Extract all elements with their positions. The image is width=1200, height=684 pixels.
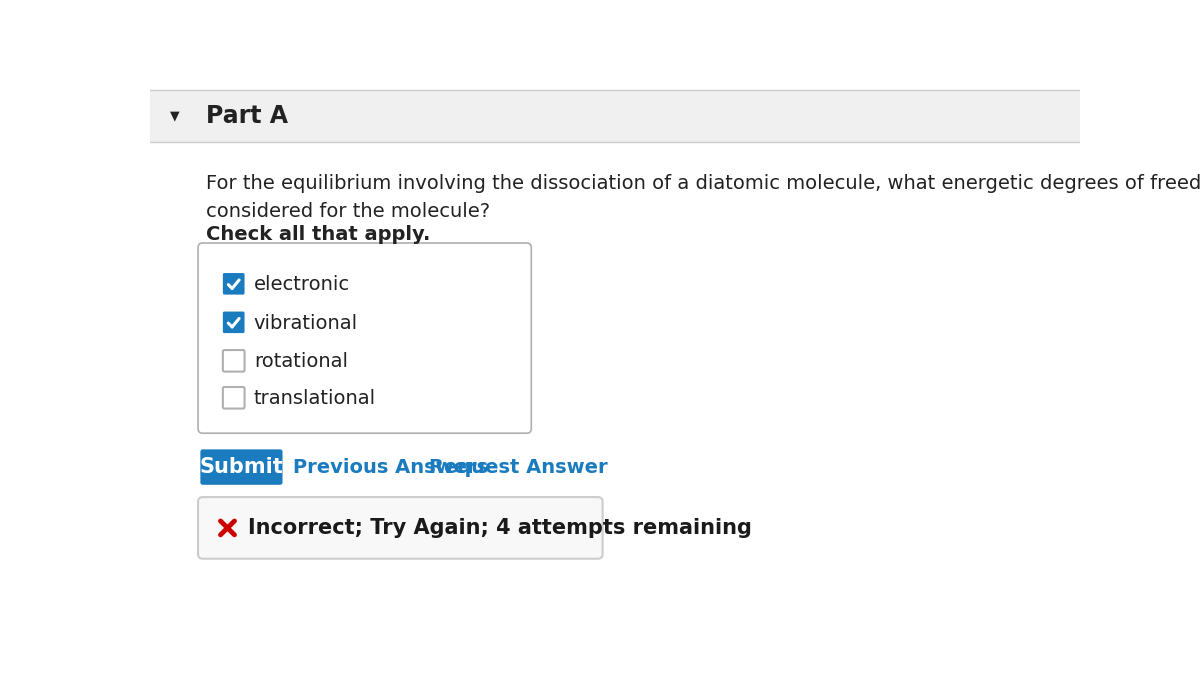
FancyBboxPatch shape xyxy=(198,497,602,559)
FancyBboxPatch shape xyxy=(150,90,1080,142)
Text: ▼: ▼ xyxy=(170,109,180,122)
Text: translational: translational xyxy=(254,389,376,408)
Text: Submit: Submit xyxy=(199,457,283,477)
Text: Incorrect; Try Again; 4 attempts remaining: Incorrect; Try Again; 4 attempts remaini… xyxy=(247,518,751,538)
Text: rotational: rotational xyxy=(254,352,348,371)
FancyBboxPatch shape xyxy=(223,350,245,371)
Text: For the equilibrium involving the dissociation of a diatomic molecule, what ener: For the equilibrium involving the dissoc… xyxy=(206,174,1200,222)
Text: Request Answer: Request Answer xyxy=(430,458,607,477)
FancyBboxPatch shape xyxy=(223,387,245,408)
FancyBboxPatch shape xyxy=(223,311,245,333)
FancyBboxPatch shape xyxy=(223,273,245,295)
Text: electronic: electronic xyxy=(254,275,350,294)
Text: vibrational: vibrational xyxy=(254,313,358,332)
Text: Check all that apply.: Check all that apply. xyxy=(206,224,430,244)
Text: Previous Answers: Previous Answers xyxy=(293,458,488,477)
FancyBboxPatch shape xyxy=(198,243,532,433)
FancyBboxPatch shape xyxy=(200,449,282,485)
Text: Part A: Part A xyxy=(206,104,288,128)
